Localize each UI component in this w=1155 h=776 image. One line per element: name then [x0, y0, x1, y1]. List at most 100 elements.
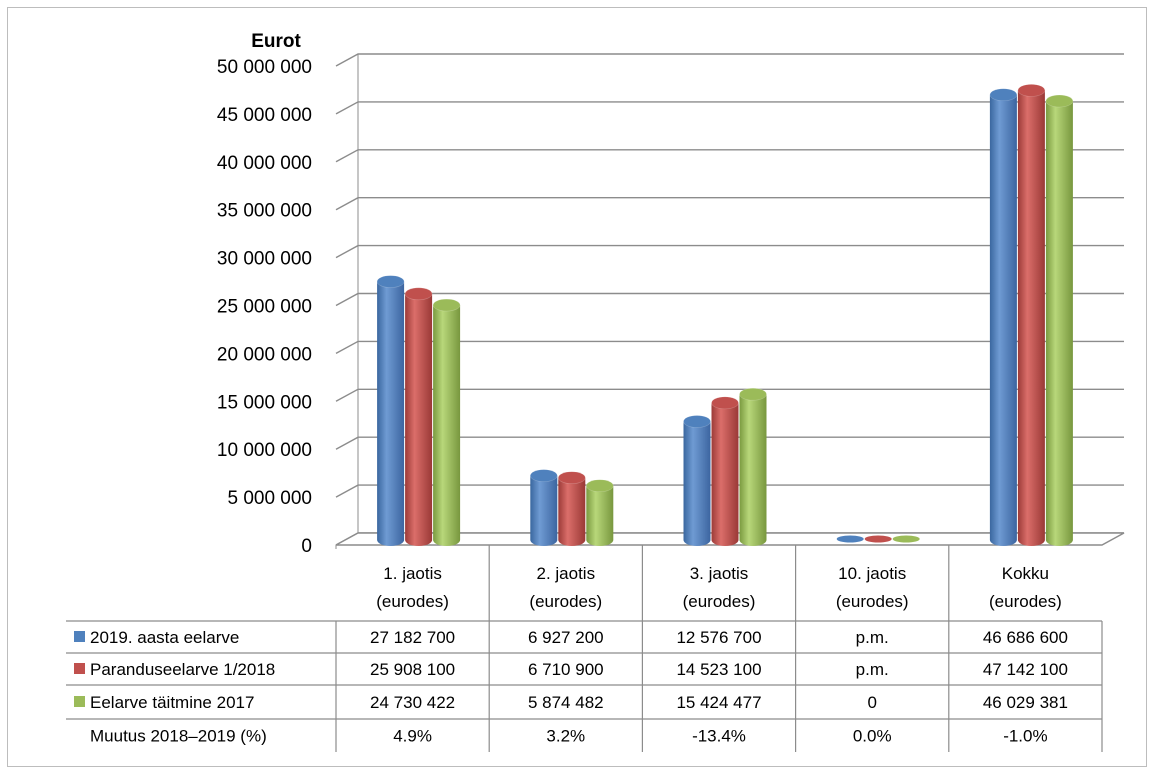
bar: [989, 88, 1018, 546]
bar-top: [711, 396, 739, 410]
data-table-value: p.m.: [856, 628, 889, 647]
data-table-value: 46 029 381: [983, 693, 1068, 712]
y-tick-label: 5 000 000: [227, 488, 312, 509]
legend-swatch: [74, 631, 85, 642]
data-table-value: 47 142 100: [983, 660, 1068, 679]
bar: [892, 535, 920, 543]
category-label: 10. jaotis: [838, 564, 906, 583]
change-value: 3.2%: [546, 727, 585, 746]
y-tick-label: 0: [301, 536, 312, 557]
bar: [739, 387, 767, 546]
bar-body: [1017, 90, 1045, 546]
legend-label: 2019. aasta eelarve: [90, 628, 239, 647]
data-table-value: 12 576 700: [676, 628, 761, 647]
bar-top: [683, 415, 711, 428]
legend-label: Paranduseelarve 1/2018: [90, 660, 275, 679]
y-axis-title: Eurot: [251, 31, 301, 52]
bar-body: [683, 421, 711, 546]
data-table-value: 6 927 200: [528, 628, 604, 647]
bar-body: [711, 402, 739, 546]
y-tick-label: 15 000 000: [217, 392, 312, 413]
bar-body: [377, 281, 405, 546]
gridline: [335, 53, 1124, 67]
gridline: [335, 340, 1124, 355]
bar-top: [557, 471, 586, 485]
bar-body: [558, 477, 586, 546]
y-tick-label: 20 000 000: [217, 344, 312, 365]
bar: [585, 479, 614, 546]
category-label: 3. jaotis: [690, 564, 749, 583]
bar: [529, 469, 558, 546]
bar-zero-disc: [864, 535, 892, 543]
bar-top: [1045, 94, 1074, 108]
category-label-unit: (eurodes): [529, 592, 602, 611]
bar-body: [586, 485, 614, 546]
gridline: [335, 101, 1124, 115]
gridline: [335, 388, 1124, 402]
y-tick-label: 45 000 000: [217, 105, 312, 126]
bar-top: [585, 479, 614, 493]
bar: [557, 471, 586, 546]
bar-top: [739, 387, 767, 401]
category-label: 1. jaotis: [383, 564, 442, 583]
change-row-label: Muutus 2018–2019 (%): [90, 727, 267, 746]
data-table-value: 5 874 482: [528, 693, 604, 712]
gridline: [335, 436, 1124, 450]
y-tick-label: 40 000 000: [217, 153, 312, 174]
bar-top: [529, 469, 558, 482]
gridline: [335, 149, 1124, 163]
category-label-unit: (eurodes): [376, 592, 449, 611]
data-table-value: 24 730 422: [370, 693, 455, 712]
chart-frame: [7, 7, 1147, 767]
bar-zero-disc: [892, 535, 920, 543]
bar: [836, 535, 864, 543]
data-table-value: 0: [867, 693, 876, 712]
y-tick-label: 25 000 000: [217, 297, 312, 318]
category-label: Kokku: [1002, 564, 1049, 583]
data-table-value: 25 908 100: [370, 660, 455, 679]
category-label-unit: (eurodes): [989, 592, 1062, 611]
category-label-unit: (eurodes): [683, 592, 756, 611]
y-tick-label: 35 000 000: [217, 201, 312, 222]
bar-top: [432, 298, 461, 312]
bar-top: [1017, 84, 1046, 97]
data-table-value: 6 710 900: [528, 660, 604, 679]
y-tick-label: 50 000 000: [217, 57, 312, 78]
bar-top: [989, 88, 1018, 102]
data-table-value: 27 182 700: [370, 628, 455, 647]
data-table-value: 14 523 100: [676, 660, 761, 679]
bar-body: [433, 305, 461, 546]
bar-zero-disc: [836, 535, 864, 543]
legend-swatch: [74, 696, 85, 707]
bar: [376, 275, 405, 546]
bar: [864, 535, 892, 543]
bar: [711, 396, 739, 546]
bar: [1017, 84, 1046, 546]
data-table-value: 15 424 477: [676, 693, 761, 712]
bar: [683, 415, 711, 546]
change-value: 0.0%: [853, 727, 892, 746]
gridline: [335, 196, 1124, 211]
bar-body: [530, 475, 558, 546]
y-tick-label: 10 000 000: [217, 440, 312, 461]
gridline: [335, 244, 1124, 259]
bar: [432, 298, 461, 546]
gridline: [335, 292, 1124, 307]
category-label: 2. jaotis: [537, 564, 596, 583]
gridline: [335, 484, 1124, 498]
change-value: -1.0%: [1003, 727, 1047, 746]
bar: [404, 287, 433, 546]
bar-top: [404, 287, 433, 301]
bar-body: [989, 94, 1017, 546]
y-tick-label: 30 000 000: [217, 249, 312, 270]
change-value: 4.9%: [393, 727, 432, 746]
bar-top: [376, 275, 405, 288]
legend-swatch: [74, 663, 85, 674]
data-table-value: p.m.: [856, 660, 889, 679]
data-table-value: 46 686 600: [983, 628, 1068, 647]
change-value: -13.4%: [692, 727, 746, 746]
bar-body: [1045, 101, 1073, 547]
bar-body: [405, 293, 433, 546]
legend-label: Eelarve täitmine 2017: [90, 693, 254, 712]
